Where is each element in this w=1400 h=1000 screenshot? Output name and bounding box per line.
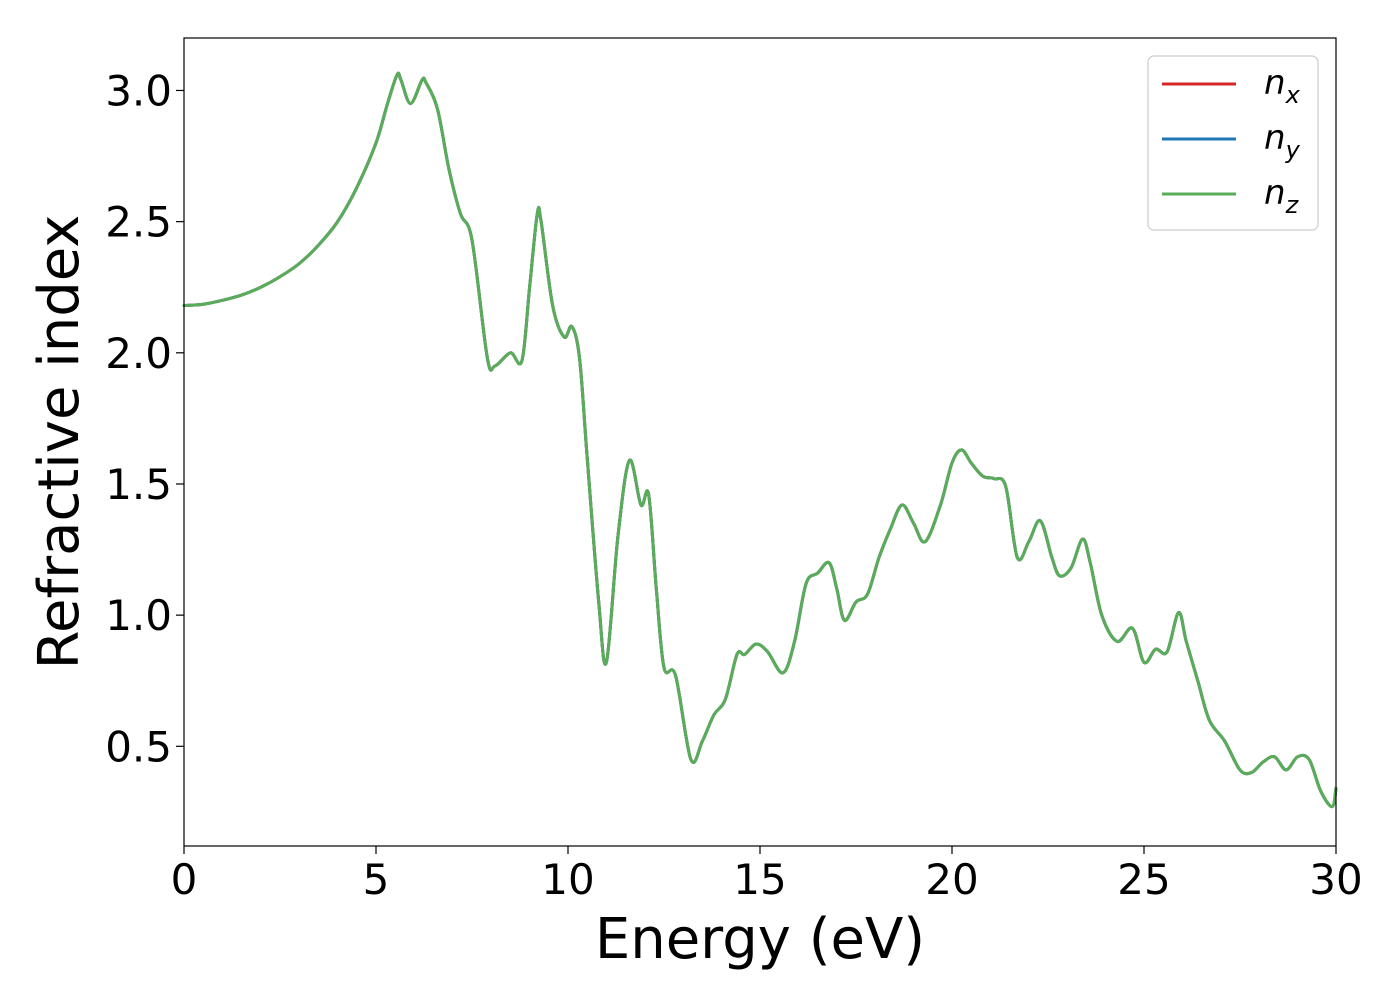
legend-label-x: nx	[1264, 63, 1301, 109]
x-tick-label: 5	[363, 855, 390, 904]
series-layer	[182, 71, 1338, 809]
legend: nx ny nz	[1147, 55, 1319, 231]
y-tick-label: 3.0	[105, 66, 172, 115]
y-tick-label: 2.0	[105, 329, 172, 378]
y-tick-label: 1.0	[105, 591, 172, 640]
legend-label-y: ny	[1264, 118, 1301, 164]
x-tick-label: 15	[733, 855, 786, 904]
x-axis-label: Energy (eV)	[595, 907, 925, 972]
x-tick-label: 0	[171, 855, 198, 904]
y-tick-label: 0.5	[105, 722, 172, 771]
x-tick-label: 20	[925, 855, 978, 904]
legend-box	[1147, 55, 1319, 231]
legend-label-z: nz	[1264, 173, 1300, 219]
x-tick-label: 25	[1117, 855, 1170, 904]
y-tick-label: 2.5	[105, 198, 172, 247]
x-tick-label: 10	[541, 855, 594, 904]
series-line-z	[182, 71, 1338, 809]
ticks-layer: 0 5 10 15 20 25 30 0.5 1.0 1.5 2.0 2.5 3.0	[105, 66, 1363, 904]
x-tick-label: 30	[1309, 855, 1362, 904]
y-tick-label: 1.5	[105, 460, 172, 509]
y-axis-label: Refractive index	[27, 215, 92, 670]
